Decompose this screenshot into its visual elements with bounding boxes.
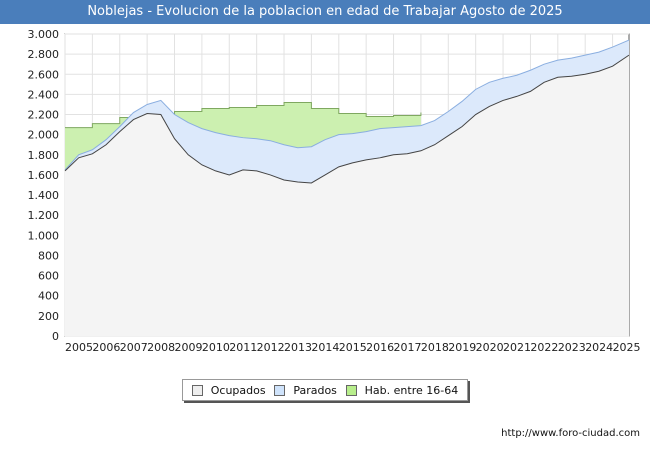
area-ocupados: [65, 55, 629, 336]
y-tick-label: 400: [38, 290, 59, 303]
legend-swatch-habitantes: [345, 384, 357, 396]
x-tick-label: 2010: [202, 341, 230, 354]
x-tick-label: 2015: [339, 341, 367, 354]
x-tick-label: 2024: [585, 341, 613, 354]
x-tick-label: 2018: [421, 341, 449, 354]
x-tick-label: 2008: [147, 341, 175, 354]
y-tick-label: 2.600: [28, 68, 60, 81]
y-tick-label: 200: [38, 310, 59, 323]
x-tick-label: 2009: [175, 341, 203, 354]
legend-item-habitantes: Hab. entre 16-64: [345, 383, 459, 397]
x-tick-label: 2013: [284, 341, 312, 354]
legend-item-ocupados: Ocupados: [191, 383, 266, 397]
x-tick-label: 2005: [65, 341, 93, 354]
line-ocupados: [64, 54, 630, 184]
legend-swatch-ocupados: [191, 384, 203, 396]
x-tick-label: 2007: [120, 341, 148, 354]
x-tick-label: 2006: [92, 341, 120, 354]
y-tick-label: 2.200: [28, 109, 60, 122]
x-tick-label: 2023: [558, 341, 586, 354]
y-tick-label: 0: [52, 330, 59, 343]
line-parados: [64, 39, 630, 171]
legend-label-habitantes: Hab. entre 16-64: [364, 383, 459, 397]
legend-label-ocupados: Ocupados: [210, 383, 266, 397]
series-areas: [64, 39, 630, 336]
y-tick-label: 1.800: [28, 149, 60, 162]
chart-title: Noblejas - Evolucion de la poblacion en …: [0, 0, 650, 24]
y-tick-label: 1.400: [28, 189, 60, 202]
x-tick-label: 2020: [476, 341, 504, 354]
y-tick-label: 3.000: [28, 28, 60, 41]
source-link[interactable]: http://www.foro-ciudad.com: [501, 428, 640, 439]
y-tick-label: 1.200: [28, 209, 60, 222]
legend-item-parados: Parados: [274, 384, 337, 397]
x-tick-label: 2019: [448, 341, 476, 354]
legend-swatch-parados: [274, 384, 286, 396]
x-axis: 2005 2006 2007 2008 2009 2010 2011 2012 2013 2014…: [65, 341, 641, 354]
x-tick-label: 2012: [257, 341, 285, 354]
x-tick-label: 2025: [613, 341, 641, 354]
legend-label-parados: Parados: [293, 383, 337, 397]
legend: Ocupados Parados Hab. entre 16-64: [182, 379, 468, 401]
x-tick-label: 2021: [503, 341, 531, 354]
x-tick-label: 2016: [366, 341, 394, 354]
x-tick-label: 2017: [394, 341, 422, 354]
y-tick-label: 1.600: [28, 169, 60, 182]
x-tick-label: 2022: [530, 341, 558, 354]
y-tick-label: 600: [38, 270, 59, 283]
y-tick-label: 800: [38, 249, 59, 262]
y-tick-label: 2.800: [28, 48, 60, 61]
x-tick-label: 2014: [311, 341, 339, 354]
y-tick-label: 2.000: [28, 129, 60, 142]
x-tick-label: 2011: [229, 341, 257, 354]
y-axis: 0 200 400 600 800 1.000 1.200 1.400 1.600 1.800 2.…: [28, 28, 60, 343]
chart-canvas: 0 200 400 600 800 1.000 1.200 1.400 1.600 1.800 2.…: [28, 28, 641, 354]
y-tick-label: 1.000: [28, 229, 60, 242]
y-tick-label: 2.400: [28, 88, 60, 101]
